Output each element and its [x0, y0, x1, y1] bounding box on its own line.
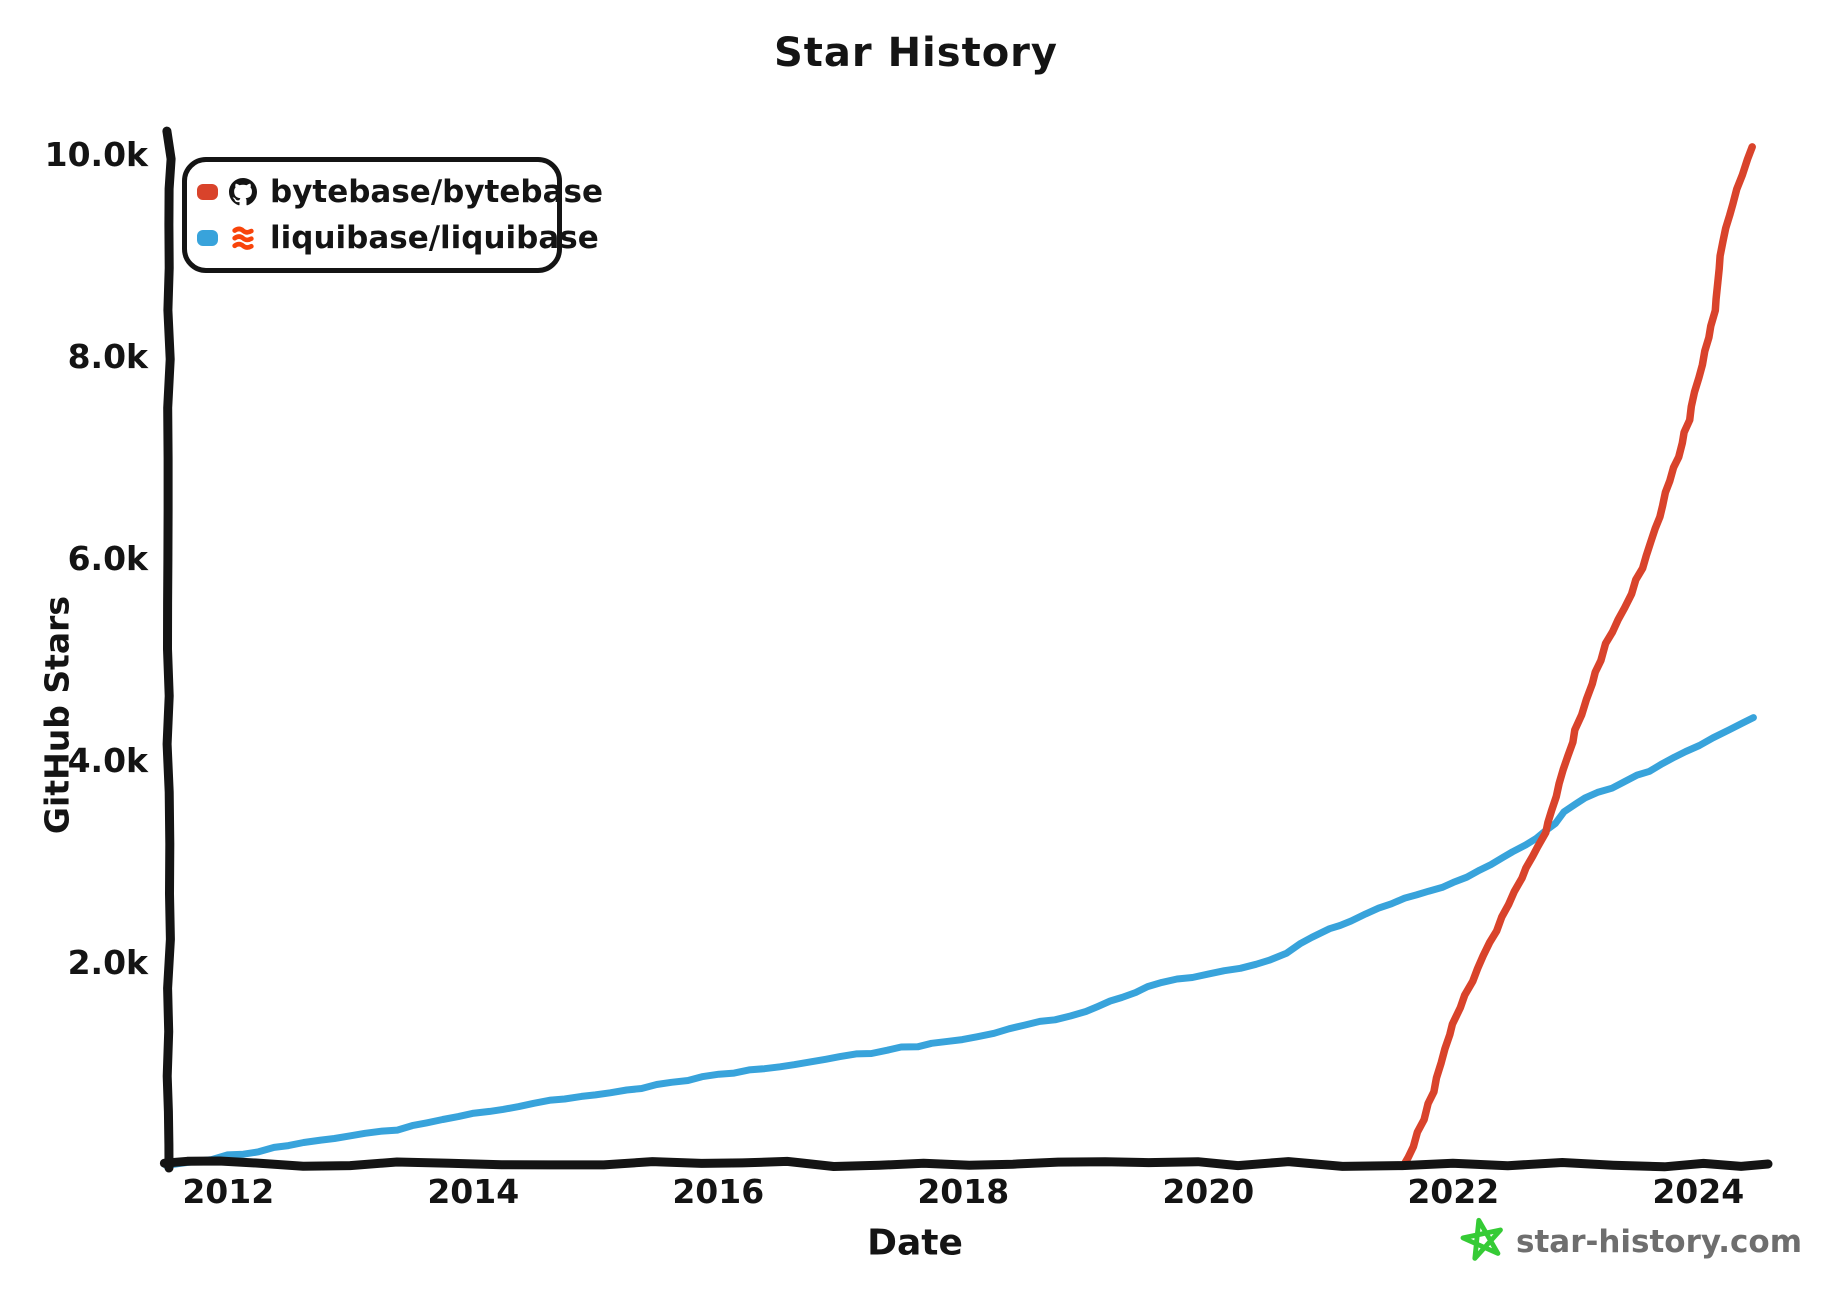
series-line-liquibase — [162, 714, 1757, 1170]
chart-title: Star History — [774, 30, 1058, 76]
x-tick-label: 2012 — [182, 1172, 275, 1211]
legend: bytebase/bytebase liquibase/liquibase — [182, 157, 603, 273]
x-tick-label: 2024 — [1652, 1172, 1745, 1211]
legend-marker — [197, 230, 218, 246]
legend-label: liquibase/liquibase — [270, 220, 599, 256]
x-tick-label: 2020 — [1162, 1172, 1255, 1211]
y-tick-label: 10.0k — [44, 135, 148, 174]
star-icon — [1460, 1216, 1506, 1268]
y-tick-label: 8.0k — [67, 337, 148, 376]
github-icon — [229, 178, 257, 206]
watermark-link[interactable]: star-history.com — [1460, 1216, 1802, 1268]
x-tick-label: 2014 — [427, 1172, 520, 1211]
legend-item-bytebase: bytebase/bytebase — [197, 169, 603, 215]
y-axis-title: GitHub Stars — [37, 595, 77, 835]
y-tick-label: 6.0k — [67, 539, 148, 578]
watermark-text: star-history.com — [1516, 1224, 1803, 1260]
legend-item-liquibase: liquibase/liquibase — [197, 215, 599, 261]
liquibase-icon — [229, 224, 257, 252]
legend-label: bytebase/bytebase — [270, 174, 603, 210]
y-tick-label: 4.0k — [67, 741, 148, 780]
x-axis-title: Date — [867, 1222, 963, 1264]
x-tick-label: 2018 — [917, 1172, 1010, 1211]
x-axis-line — [159, 1156, 1773, 1172]
x-tick-label: 2022 — [1407, 1172, 1500, 1211]
x-tick-label: 2016 — [672, 1172, 765, 1211]
series-line-bytebase — [1399, 143, 1756, 1170]
y-axis-line — [162, 126, 176, 1173]
legend-marker — [197, 184, 218, 200]
y-tick-label: 2.0k — [67, 943, 148, 982]
